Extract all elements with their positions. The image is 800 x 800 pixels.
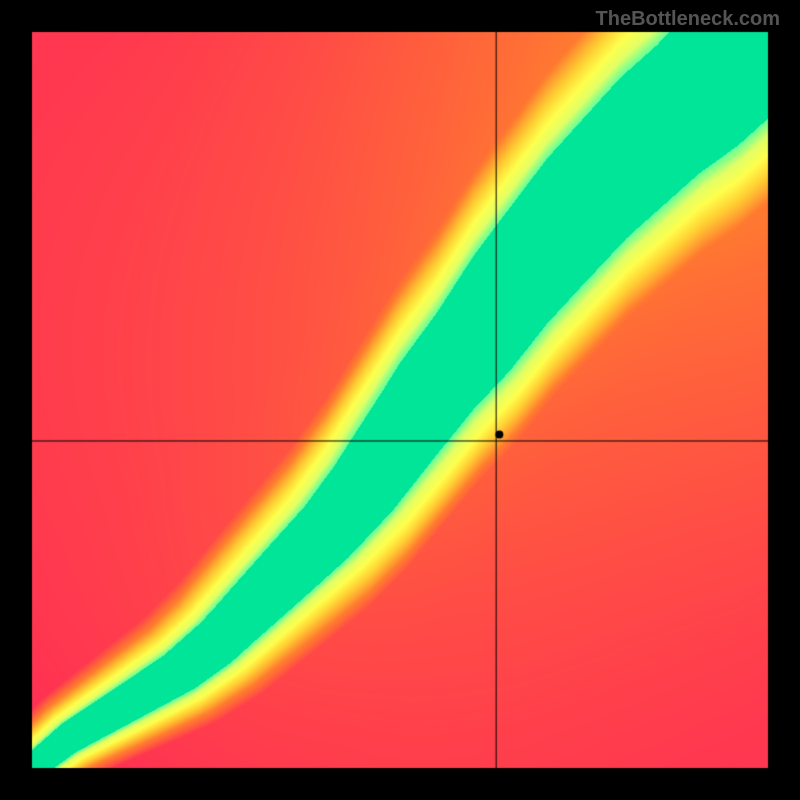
watermark-text: TheBottleneck.com — [596, 8, 780, 31]
heatmap-canvas — [0, 0, 800, 800]
chart-container: TheBottleneck.com — [0, 0, 800, 800]
